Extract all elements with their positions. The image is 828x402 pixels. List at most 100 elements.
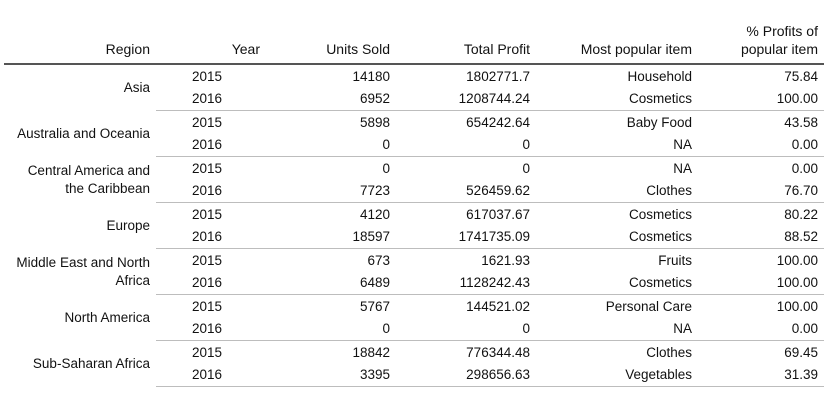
total-profit-cell: 526459.62 <box>396 180 536 203</box>
popular-item-cell: NA <box>673 161 692 176</box>
percent-profit-cell: 80.22 <box>784 207 818 222</box>
table-header: Region Year Units Sold Total Profit Most… <box>4 22 824 65</box>
table-row: Australia and Oceania 2015 5898 654242.64 Ba… <box>4 111 824 141</box>
popular-item-cell: Cosmetics <box>536 88 698 111</box>
year-cell: 2015 <box>192 69 223 84</box>
total-profit-cell: 617037.67 <box>466 207 530 222</box>
year-cell: 2016 <box>156 364 266 387</box>
total-profit-cell: 1621.93 <box>481 253 530 268</box>
year-cell: 2016 <box>156 88 266 111</box>
units-sold-cell: 5898 <box>359 115 390 130</box>
percent-profit-cell: 31.39 <box>698 364 824 387</box>
units-sold-cell: 14180 <box>352 69 390 84</box>
region-cell: Central America and the Caribbean <box>27 163 150 196</box>
units-sold-cell: 0 <box>266 134 396 157</box>
header-percent-profits: % Profits of popular item <box>698 22 824 65</box>
total-profit-cell: 0 <box>396 134 536 157</box>
header-most-popular-item: Most popular item <box>536 22 698 65</box>
table-row: Middle East and North Africa 2015 673 1621.… <box>4 249 824 288</box>
total-profit-cell: 1741735.09 <box>396 226 536 249</box>
total-profit-cell: 298656.63 <box>396 364 536 387</box>
year-cell: 2015 <box>192 161 223 176</box>
total-profit-cell: 1208744.24 <box>396 88 536 111</box>
popular-item-cell: Cosmetics <box>536 226 698 249</box>
units-sold-cell: 0 <box>382 161 390 176</box>
region-cell: Sub-Saharan Africa <box>32 356 150 371</box>
percent-profit-cell: 0.00 <box>698 134 824 157</box>
popular-item-cell: Vegetables <box>536 364 698 387</box>
table-row: Sub-Saharan Africa 2015 18842 776344.48 Clot… <box>4 341 824 371</box>
percent-profit-cell: 100.00 <box>776 253 818 268</box>
table-row: 2016 18597 1741735.09 Cosmetics 88.52 <box>4 226 824 249</box>
percent-profit-cell: 0.00 <box>698 318 824 341</box>
header-row: Region Year Units Sold Total Profit Most… <box>4 22 824 65</box>
units-sold-cell: 673 <box>367 253 390 268</box>
header-year: Year <box>156 22 266 65</box>
year-cell: 2015 <box>192 207 223 222</box>
region-cell: Middle East and North Africa <box>16 255 150 288</box>
popular-item-cell: Clothes <box>536 180 698 203</box>
table-row: North America 2015 5767 144521.02 Personal C… <box>4 295 824 325</box>
percent-profit-cell: 100.00 <box>698 88 824 111</box>
popular-item-cell: Fruits <box>658 253 692 268</box>
percent-profit-cell: 75.84 <box>784 69 818 84</box>
units-sold-cell: 18597 <box>266 226 396 249</box>
popular-item-cell: Household <box>627 69 692 84</box>
year-cell: 2015 <box>192 299 223 314</box>
percent-profit-cell: 100.00 <box>776 299 818 314</box>
year-cell: 2015 <box>192 253 223 268</box>
region-cell: Asia <box>123 80 150 96</box>
percent-profit-cell: 43.58 <box>784 115 818 130</box>
header-total-profit: Total Profit <box>396 22 536 65</box>
header-units-sold: Units Sold <box>266 22 396 65</box>
table-row: 2016 7723 526459.62 Clothes 76.70 <box>4 180 824 203</box>
total-profit-cell: 144521.02 <box>466 299 530 314</box>
percent-profit-cell: 88.52 <box>698 226 824 249</box>
popular-item-cell: Cosmetics <box>536 272 698 295</box>
region-cell: North America <box>64 310 150 325</box>
percent-profit-cell: 0.00 <box>791 161 818 176</box>
table-row: 2016 6952 1208744.24 Cosmetics 100.00 <box>4 88 824 111</box>
year-cell: 2015 <box>192 345 223 360</box>
popular-item-cell: Clothes <box>646 345 692 360</box>
total-profit-cell: 776344.48 <box>466 345 530 360</box>
year-cell: 2016 <box>156 318 266 341</box>
table-row: Central America and the Caribbean 2015 0 0 N… <box>4 157 824 196</box>
percent-profit-cell: 69.45 <box>784 345 818 360</box>
units-sold-cell: 6489 <box>266 272 396 295</box>
year-cell: 2016 <box>156 272 266 295</box>
year-cell: 2015 <box>192 115 223 130</box>
table-row: 2016 3395 298656.63 Vegetables 31.39 <box>4 364 824 387</box>
table-row: Europe 2015 4120 617037.67 Cosmetics 80.22 <box>4 203 824 233</box>
percent-profit-cell: 76.70 <box>698 180 824 203</box>
region-cell: Australia and Oceania <box>17 126 150 141</box>
total-profit-cell: 1128242.43 <box>396 272 536 295</box>
units-sold-cell: 7723 <box>266 180 396 203</box>
units-sold-cell: 3395 <box>266 364 396 387</box>
table-row: Asia 2015 14180 1802771.7 Household 75.84 <box>4 64 824 95</box>
total-profit-cell: 0 <box>522 161 530 176</box>
popular-item-cell: Cosmetics <box>628 207 692 222</box>
header-region: Region <box>4 22 156 65</box>
total-profit-cell: 0 <box>396 318 536 341</box>
sales-summary-table: Region Year Units Sold Total Profit Most… <box>4 22 824 387</box>
total-profit-cell: 1802771.7 <box>466 69 530 84</box>
table-body: Asia 2015 14180 1802771.7 Household 75.84 2016… <box>4 64 824 387</box>
popular-item-cell: NA <box>536 318 698 341</box>
year-cell: 2016 <box>156 134 266 157</box>
units-sold-cell: 18842 <box>352 345 390 360</box>
table-row: 2016 0 0 NA 0.00 <box>4 134 824 157</box>
units-sold-cell: 0 <box>266 318 396 341</box>
year-cell: 2016 <box>156 180 266 203</box>
year-cell: 2016 <box>156 226 266 249</box>
popular-item-cell: Personal Care <box>605 299 692 314</box>
table-row: 2016 0 0 NA 0.00 <box>4 318 824 341</box>
popular-item-cell: Baby Food <box>626 115 692 130</box>
units-sold-cell: 4120 <box>359 207 390 222</box>
table-row: 2016 6489 1128242.43 Cosmetics 100.00 <box>4 272 824 295</box>
percent-profit-cell: 100.00 <box>698 272 824 295</box>
units-sold-cell: 5767 <box>359 299 390 314</box>
total-profit-cell: 654242.64 <box>466 115 530 130</box>
region-cell: Europe <box>106 218 150 233</box>
